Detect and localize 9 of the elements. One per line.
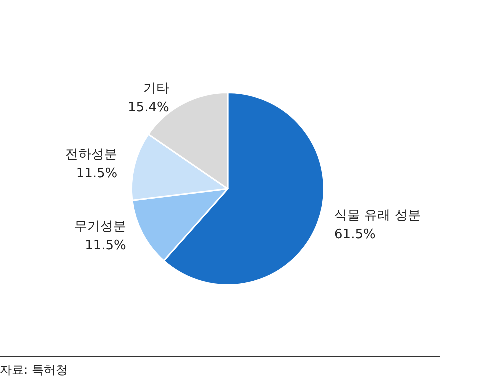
data-label: 11.5% — [76, 166, 118, 182]
data-label: 11.5% — [85, 238, 126, 254]
text: 자료: 특허청 — [0, 356, 440, 379]
slice-label: 기타 — [143, 82, 170, 97]
slice-label: 무기성분 — [74, 219, 126, 234]
slice-label: 식물 유래 성분 — [334, 208, 421, 224]
data-label: 61.5% — [334, 227, 376, 242]
data-label: 15.4% — [128, 100, 170, 116]
slice-label: 전하성분 — [66, 148, 118, 163]
